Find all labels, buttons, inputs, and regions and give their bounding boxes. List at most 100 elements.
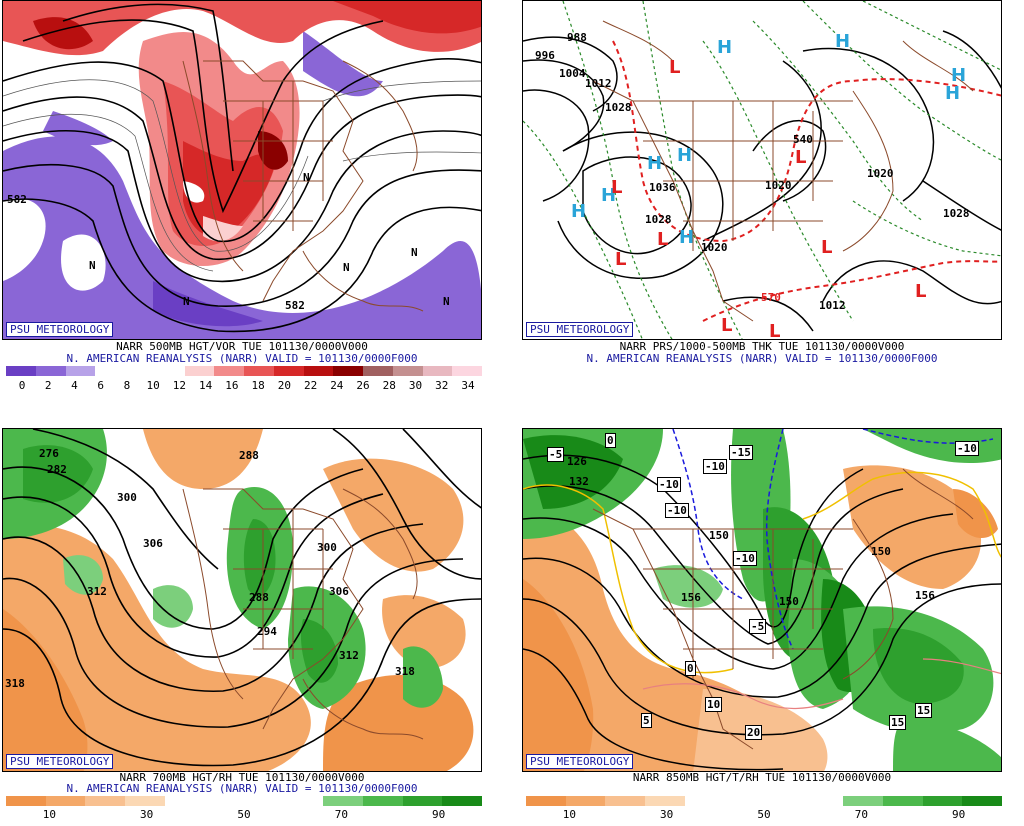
colorbar-swatch xyxy=(204,796,245,806)
colorbar-swatch xyxy=(922,796,963,806)
colorbar-tick-label: 90 xyxy=(952,808,966,821)
colorbar-tick-label: 0 xyxy=(18,379,26,392)
min-marker: N xyxy=(303,171,310,184)
colorbar-swatch xyxy=(803,796,844,806)
colorbar-tick-label: 30 xyxy=(408,379,423,392)
panel-title: NARR PRS/1000-500MB THK TUE 101130/0000V… xyxy=(619,340,905,353)
height-label: 150 xyxy=(709,529,729,542)
height-label: 300 xyxy=(117,491,137,504)
height-label: 150 xyxy=(779,595,799,608)
colorbar-swatch xyxy=(645,796,685,806)
colorbar-ticks: 10 30 50 70 90 xyxy=(6,808,482,822)
temperature-label: 5 xyxy=(641,713,652,728)
height-label: 306 xyxy=(143,537,163,550)
temperature-label: -10 xyxy=(703,459,727,474)
colorbar-tick-label: 8 xyxy=(123,379,131,392)
isobar-label: 1020 xyxy=(867,167,894,180)
colorbar-tick-label: 20 xyxy=(277,379,291,392)
temperature-label: -10 xyxy=(665,503,689,518)
psu-meteorology-badge: PSU METEOROLOGY xyxy=(526,754,634,769)
colorbar xyxy=(6,796,483,806)
height-label: 276 xyxy=(39,447,59,460)
low-pressure-marker: L xyxy=(769,321,781,340)
colorbar-swatch xyxy=(45,796,86,806)
colorbar-swatch xyxy=(273,366,304,376)
min-marker: N xyxy=(343,261,350,274)
height-label: 132 xyxy=(569,475,589,488)
high-pressure-marker: H xyxy=(951,65,967,86)
colorbar-swatch xyxy=(244,366,274,376)
isobar-label: 1028 xyxy=(605,101,632,114)
height-label: 312 xyxy=(339,649,359,662)
high-pressure-marker: H xyxy=(679,227,695,248)
colorbar-swatch xyxy=(85,796,126,806)
min-marker: N xyxy=(411,246,418,259)
panel-title: NARR 850MB HGT/T/RH TUE 101130/0000V000 xyxy=(632,771,892,784)
colorbar-swatch xyxy=(244,796,284,806)
map-700mb: 276 282 288 300 306 288 294 300 306 312 … xyxy=(2,428,482,772)
panel-title: NARR 500MB HGT/VOR TUE 101130/0000V000 xyxy=(116,340,368,353)
panel-700mb-rh: 276 282 288 300 306 288 294 300 306 312 … xyxy=(2,418,483,826)
temperature-label: 10 xyxy=(705,697,723,712)
colorbar-swatch xyxy=(422,366,453,376)
height-label: 582 xyxy=(7,193,27,206)
temperature-label: 15 xyxy=(889,715,907,730)
colorbar-ticks: 0 2 4 6 8 10 12 14 16 18 20 22 24 26 28 30 32 34 xyxy=(6,379,482,393)
temperature-label: -10 xyxy=(955,441,979,456)
colorbar-swatch xyxy=(6,366,36,376)
thickness-label: 540 xyxy=(793,133,813,146)
height-label: 318 xyxy=(395,665,415,678)
isobar-label: 1028 xyxy=(943,207,970,220)
colorbar-tick-label: 6 xyxy=(97,379,105,392)
min-marker: N xyxy=(183,295,190,308)
colorbar xyxy=(6,366,482,376)
colorbar-swatch xyxy=(442,796,483,806)
colorbar-tick-label: 70 xyxy=(334,808,348,821)
colorbar-swatch xyxy=(724,796,765,806)
height-label: 312 xyxy=(87,585,107,598)
thickness-label: 570 xyxy=(761,291,781,304)
colorbar-swatch xyxy=(363,366,393,376)
low-pressure-marker: L xyxy=(721,315,733,336)
panel-subtitle: N. AMERICAN REANALYSIS (NARR) VALID = 10… xyxy=(586,352,938,365)
colorbar-swatch xyxy=(95,366,125,376)
height-label: 288 xyxy=(249,591,269,604)
high-pressure-marker: H xyxy=(601,185,617,206)
colorbar-tick-label: 32 xyxy=(435,379,449,392)
colorbar-swatch xyxy=(65,366,96,376)
isobar-label: 1004 xyxy=(559,67,586,80)
isobar-label: 1028 xyxy=(645,213,672,226)
colorbar xyxy=(526,796,1003,806)
colorbar-swatch xyxy=(684,796,725,806)
isobar-label: 1020 xyxy=(701,241,728,254)
low-pressure-marker: L xyxy=(795,147,807,168)
height-label: 582 xyxy=(285,299,305,312)
height-label: 156 xyxy=(915,589,935,602)
colorbar-swatch xyxy=(843,796,884,806)
colorbar-tick-label: 4 xyxy=(71,379,78,392)
colorbar-swatch xyxy=(323,796,364,806)
height-label: 306 xyxy=(329,585,349,598)
temperature-label: -15 xyxy=(729,445,753,460)
colorbar-tick-label: 24 xyxy=(330,379,344,392)
colorbar-tick-label: 10 xyxy=(42,808,56,821)
colorbar-swatch xyxy=(605,796,646,806)
isobar-label: 1012 xyxy=(585,77,612,90)
isobar-label: 1012 xyxy=(819,299,846,312)
colorbar-swatch xyxy=(883,796,923,806)
psu-meteorology-badge: PSU METEOROLOGY xyxy=(6,322,114,337)
height-label: 300 xyxy=(317,541,337,554)
height-label: 126 xyxy=(567,455,587,468)
min-marker: N xyxy=(89,259,96,272)
colorbar-tick-label: 26 xyxy=(356,379,370,392)
colorbar-swatch xyxy=(565,796,606,806)
psu-meteorology-badge: PSU METEOROLOGY xyxy=(6,754,114,769)
panel-pressure-thickness: 988 996 1004 1012 1028 1036 1028 1020 10… xyxy=(522,0,1002,408)
colorbar-tick-label: 16 xyxy=(225,379,239,392)
colorbar-swatch xyxy=(125,366,155,376)
temperature-label: -10 xyxy=(733,551,757,566)
psu-meteorology-badge: PSU METEOROLOGY xyxy=(526,322,634,337)
colorbar-swatch xyxy=(164,796,205,806)
map-pressure: 988 996 1004 1012 1028 1036 1028 1020 10… xyxy=(522,0,1002,340)
colorbar-tick-label: 28 xyxy=(382,379,396,392)
